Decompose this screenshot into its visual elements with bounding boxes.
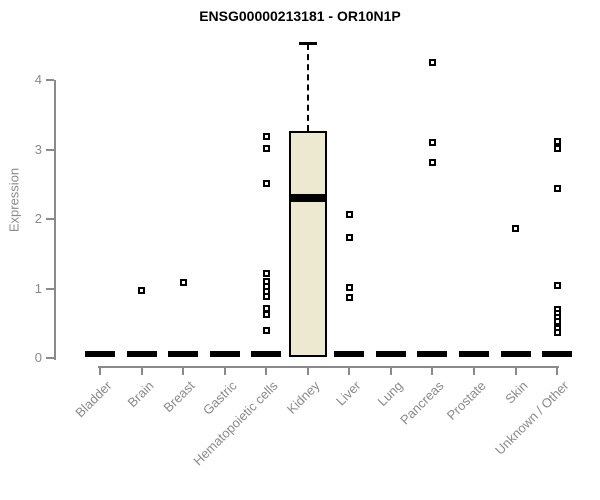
x-tick-lung: [389, 368, 392, 375]
zero-box-pancreas: [417, 351, 448, 357]
outlier-hematopoietic-cells: [262, 133, 270, 141]
x-tick-bladder: [99, 368, 101, 375]
zero-box-breast: [168, 351, 199, 357]
y-tick-3: [46, 148, 54, 151]
outlier-pancreas: [428, 59, 436, 67]
y-tick-label-4: 4: [34, 72, 42, 87]
outlier-skin: [512, 224, 519, 232]
zero-box-unknown-other: [542, 351, 573, 357]
x-tick-hematopoietic-cells: [265, 368, 268, 375]
outlier-brain: [138, 287, 146, 295]
outlier-unknown-other: [553, 137, 561, 145]
outlier-unknown-other: [553, 318, 561, 326]
x-axis-line: [98, 366, 560, 368]
zero-box-lung: [375, 351, 406, 357]
x-tick-pancreas: [431, 368, 434, 375]
y-tick-1: [46, 287, 54, 290]
outlier-unknown-other: [553, 184, 561, 192]
y-axis-line: [54, 80, 56, 360]
outlier-liver: [345, 234, 353, 242]
outlier-pancreas: [428, 139, 436, 147]
whisker-cap-kidney: [298, 41, 317, 45]
y-tick-label-0: 0: [34, 350, 42, 365]
outlier-unknown-other: [553, 144, 561, 152]
zero-box-gastric: [209, 351, 240, 357]
outlier-hematopoietic-cells: [262, 180, 270, 188]
outlier-pancreas: [428, 158, 436, 166]
y-tick-2: [46, 218, 54, 220]
outlier-liver: [345, 211, 353, 219]
chart-title: ENSG00000213181 - OR10N1P: [199, 8, 401, 24]
outlier-hematopoietic-cells: [262, 310, 270, 318]
outlier-unknown-other: [553, 329, 561, 337]
x-tick-gastric: [223, 368, 226, 375]
median-kidney: [288, 194, 327, 203]
outlier-hematopoietic-cells: [262, 144, 270, 152]
outlier-liver: [345, 294, 353, 302]
zero-box-brain: [126, 351, 157, 357]
box-kidney: [288, 130, 327, 357]
y-tick-0: [46, 357, 54, 359]
x-tick-brain: [140, 368, 143, 375]
zero-box-skin: [500, 351, 531, 357]
zero-box-bladder: [85, 351, 115, 357]
outlier-liver: [345, 283, 353, 291]
outlier-breast: [179, 279, 187, 287]
x-tick-skin: [514, 368, 517, 375]
x-tick-breast: [182, 368, 185, 375]
zero-box-liver: [334, 351, 365, 357]
x-tick-prostate: [472, 368, 475, 375]
zero-box-hematopoietic-cells: [251, 351, 282, 357]
y-tick-label-3: 3: [34, 141, 42, 157]
outlier-unknown-other: [553, 281, 561, 289]
zero-box-prostate: [458, 351, 489, 357]
y-tick-label-1: 1: [34, 280, 42, 296]
y-tick-label-2: 2: [34, 211, 42, 226]
outlier-hematopoietic-cells: [262, 269, 270, 277]
x-tick-unknown-other: [556, 368, 559, 375]
outlier-hematopoietic-cells: [262, 327, 270, 335]
x-tick-liver: [348, 368, 351, 375]
outlier-hematopoietic-cells: [262, 293, 270, 301]
y-tick-4: [46, 79, 54, 81]
x-tick-kidney: [306, 368, 309, 375]
whisker-kidney: [306, 43, 309, 131]
